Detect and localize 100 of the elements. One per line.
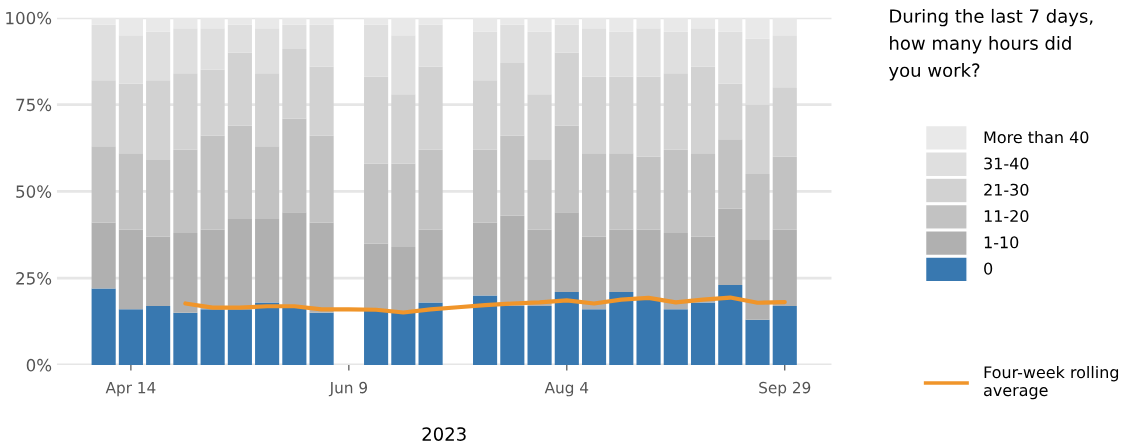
- bar: [391, 312, 416, 365]
- bar: [364, 309, 389, 365]
- bar: [772, 156, 797, 230]
- bar: [418, 149, 443, 230]
- bar: [118, 309, 143, 365]
- bar: [745, 104, 770, 174]
- bar: [527, 94, 552, 161]
- bar: [364, 76, 389, 164]
- y-tick-label: 50%: [16, 185, 52, 198]
- bar: [200, 229, 225, 310]
- bar: [309, 222, 334, 313]
- x-tick-label: Aug 4: [544, 382, 589, 397]
- bar: [609, 292, 634, 365]
- bar: [282, 118, 307, 213]
- bar: [636, 76, 661, 157]
- bar: [200, 309, 225, 365]
- bar: [718, 139, 743, 209]
- bar: [309, 312, 334, 365]
- bar: [391, 246, 416, 313]
- bar: [418, 302, 443, 365]
- bar: [663, 73, 688, 150]
- x-axis-title: 2023: [422, 427, 466, 441]
- bar: [200, 135, 225, 230]
- bar: [418, 66, 443, 150]
- bar: [636, 229, 661, 299]
- bar: [500, 62, 525, 136]
- bar: [418, 229, 443, 303]
- bar: [718, 285, 743, 365]
- bar: [527, 160, 552, 230]
- bar: [473, 149, 498, 223]
- bar: [581, 76, 607, 154]
- bar: [609, 76, 634, 154]
- bar: [554, 52, 579, 126]
- bar: [146, 236, 171, 306]
- bar: [527, 229, 552, 306]
- line-series: [183, 295, 787, 315]
- bar: [255, 73, 280, 147]
- bar: [255, 302, 280, 365]
- bar: [173, 149, 198, 233]
- bar: [745, 319, 770, 365]
- bar: [255, 146, 280, 220]
- bar: [772, 229, 797, 306]
- x-tick-label: Apr 14: [105, 382, 156, 397]
- bar: [309, 66, 334, 136]
- legend-label: 1-10: [984, 236, 1019, 249]
- bar: [745, 239, 770, 320]
- bar: [118, 229, 143, 310]
- bar: [609, 153, 634, 230]
- y-tick-label: 75%: [16, 98, 52, 112]
- legend-label: 31-40: [984, 157, 1029, 170]
- bar: [745, 174, 770, 240]
- bar: [200, 69, 225, 136]
- bar: [391, 94, 416, 164]
- x-tick-label: Jun 9: [328, 381, 367, 397]
- bar: [118, 153, 143, 230]
- bar: [636, 156, 661, 230]
- bar: [500, 215, 525, 306]
- bar: [772, 87, 797, 157]
- bar: [391, 163, 416, 247]
- legend-label: 21-30: [984, 183, 1029, 196]
- bar: [690, 302, 716, 365]
- x-tick-label: Sep 29: [759, 381, 811, 397]
- bar: [609, 229, 634, 293]
- bar: [282, 212, 307, 306]
- bar: [690, 66, 716, 154]
- bar: [146, 160, 171, 237]
- legend-label: 11-20: [984, 210, 1029, 223]
- bar: [718, 208, 743, 286]
- legend-label: More than 40: [984, 130, 1089, 144]
- legend-label: Four-week rolling average: [984, 365, 1119, 400]
- bar: [255, 219, 280, 303]
- bar: [282, 49, 307, 119]
- bar: [118, 83, 143, 154]
- bar: [581, 153, 607, 237]
- bar: [91, 146, 116, 223]
- bar: [772, 305, 797, 365]
- bar: [364, 163, 389, 244]
- y-tick-label: 100%: [6, 11, 52, 25]
- bar: [364, 243, 389, 310]
- bar: [690, 236, 716, 303]
- bar: [554, 212, 579, 293]
- bar: [91, 288, 116, 365]
- bar: [527, 305, 552, 365]
- bar: [500, 135, 525, 216]
- bar: [500, 305, 525, 365]
- bar: [473, 80, 498, 150]
- bar: [473, 295, 498, 365]
- bar: [718, 83, 743, 140]
- bar: [309, 135, 334, 223]
- bar: [663, 309, 688, 365]
- bar: [473, 222, 498, 296]
- legend-title: During the last 7 days, how many hours did you work?: [888, 8, 1093, 81]
- bar: [146, 305, 171, 365]
- bar: [91, 222, 116, 289]
- bar: [581, 309, 607, 365]
- bar: [663, 149, 688, 233]
- bar: [663, 233, 688, 310]
- bar: [227, 309, 252, 365]
- bar: [173, 73, 198, 150]
- bar: [581, 236, 607, 310]
